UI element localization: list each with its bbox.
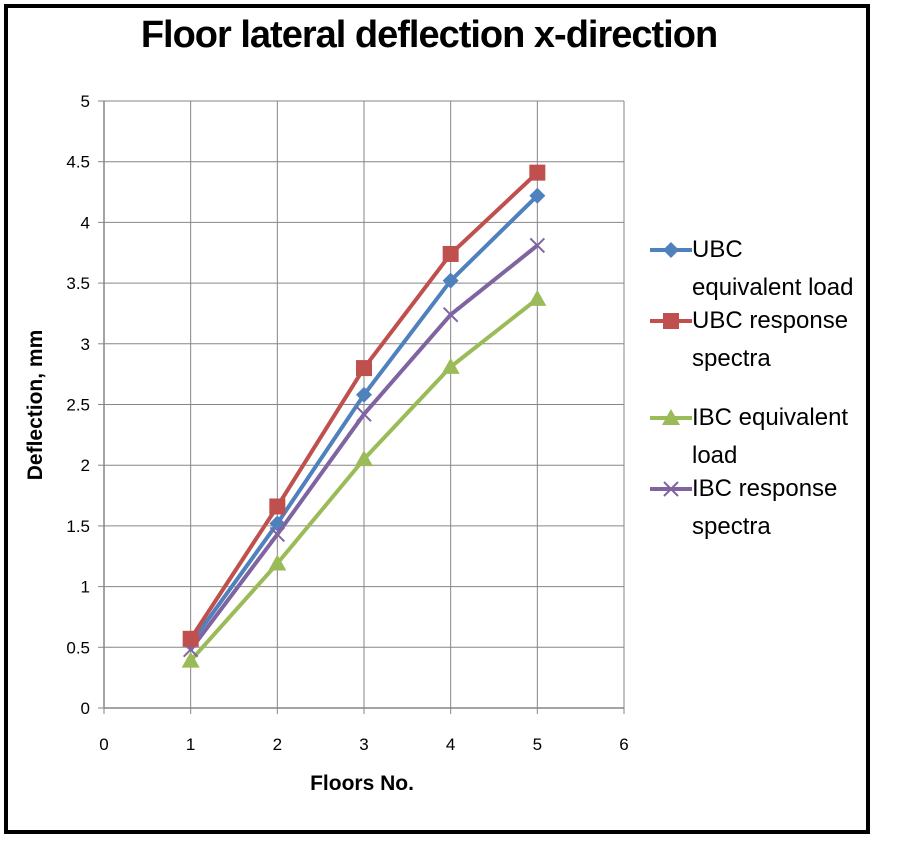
ubc-response-spectra-marker [269, 498, 286, 515]
y-tick-label: 0.5 [66, 638, 90, 657]
y-tick-label: 1.5 [66, 517, 90, 536]
y-tick-label: 4.5 [66, 153, 90, 172]
ubc-equivalent-load-marker [442, 272, 459, 289]
y-tick-label: 2.5 [66, 396, 90, 415]
x-axis-label: Floors No. [310, 772, 414, 795]
y-tick-label: 4 [81, 213, 90, 232]
legend-label: UBC equivalent load [692, 236, 854, 301]
x-tick-label: 3 [359, 735, 368, 754]
ibc-response-spectra-marker [269, 526, 286, 543]
chart-title: Floor lateral deflection x-direction [140, 14, 718, 56]
ibc-equivalent-load-marker [268, 554, 287, 571]
ibc-response-spectra-marker [356, 406, 372, 422]
legend-label: IBC equivalent load [692, 404, 849, 469]
ibc-equivalent-load-marker [181, 651, 200, 668]
y-tick-label: 5 [81, 92, 90, 111]
legend-key-ibc-response-spectra [650, 481, 692, 497]
ubc-equivalent-load-marker [356, 386, 372, 403]
legend-key-marker [663, 242, 679, 258]
legend-item-ubc-equivalent-load: UBC equivalent load [650, 236, 865, 307]
ubc-response-spectra-marker [442, 245, 459, 262]
ubc-response-spectra-marker [356, 360, 372, 377]
legend: UBC equivalent load UBC response spectra I… [650, 236, 865, 546]
legend-key-marker [662, 409, 680, 425]
ibc-response-spectra-marker [529, 237, 546, 254]
legend-label: IBC response spectra [692, 475, 838, 540]
chart-frame [4, 4, 870, 834]
ubc-response-spectra-marker [529, 164, 546, 181]
ibc-response-spectra-marker [442, 306, 459, 323]
legend-key-marker [663, 313, 679, 329]
legend-key-marker [663, 481, 679, 497]
y-tick-label: 0 [81, 699, 90, 718]
x-tick-label: 0 [99, 735, 108, 754]
ibc-equivalent-load-marker [441, 357, 460, 374]
y-tick-label: 2 [81, 456, 90, 475]
ibc-equivalent-load-marker [528, 289, 547, 306]
x-tick-label: 6 [619, 735, 628, 754]
x-tick-label: 5 [533, 735, 542, 754]
legend-item-ibc-response-spectra: IBC response spectra [650, 475, 865, 546]
ubc-response-spectra-marker [182, 630, 199, 647]
x-tick-label: 4 [446, 735, 455, 754]
ibc-equivalent-load-marker [355, 450, 373, 467]
legend-label: UBC response spectra [692, 307, 849, 372]
legend-key-ubc-response-spectra [650, 313, 692, 329]
legend-item-ubc-response-spectra: UBC response spectra [650, 307, 865, 378]
y-tick-label: 3.5 [66, 274, 90, 293]
legend-item-ibc-equivalent-load: IBC equivalent load [650, 404, 865, 475]
ubc-equivalent-load-marker [529, 187, 546, 204]
x-tick-label: 2 [273, 735, 282, 754]
y-tick-label: 1 [81, 578, 90, 597]
x-tick-label: 1 [186, 735, 195, 754]
y-tick-label: 3 [81, 335, 90, 354]
legend-key-ibc-equivalent-load [650, 409, 692, 425]
legend-key-ubc-equivalent-load [650, 242, 692, 258]
